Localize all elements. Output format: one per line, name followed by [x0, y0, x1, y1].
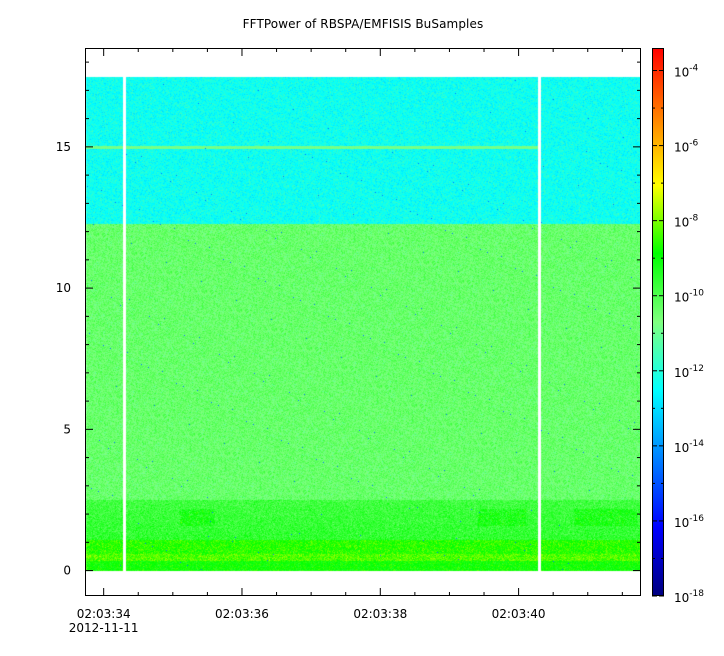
colorbar-tick-label: 10-16: [674, 514, 704, 530]
colorbar-tick-base: 10: [674, 216, 689, 230]
y-tick-label: 5: [63, 422, 71, 436]
colorbar-tick-label: 10-18: [674, 589, 704, 605]
colorbar-tick-base: 10: [674, 366, 689, 380]
colorbar-tick-exponent: -10: [689, 289, 704, 299]
chart-title: FFTPower of RBSPA/EMFISIS BuSamples: [242, 17, 484, 31]
y-tick-label: 0: [63, 564, 71, 578]
colorbar-tick-label: 10-14: [674, 439, 704, 455]
colorbar-tick-label: 10-6: [674, 139, 699, 155]
x-tick-date-label: 2012-11-11: [69, 621, 139, 635]
colorbar-tick-label: 10-10: [674, 289, 704, 305]
x-tick-label: 02:03:34: [77, 607, 131, 621]
colorbar-tick-exponent: -12: [689, 364, 704, 374]
colorbar-tick-base: 10: [674, 141, 689, 155]
colorbar-tick-label: 10-4: [674, 64, 699, 80]
x-tick-label: 02:03:36: [215, 607, 269, 621]
colorbar-frame: [652, 48, 664, 596]
colorbar-tick-exponent: -8: [689, 214, 698, 224]
colorbar-tick-exponent: -16: [689, 514, 704, 524]
colorbar-tick-base: 10: [674, 66, 689, 80]
y-tick-label: 10: [56, 281, 71, 295]
colorbar-tick-base: 10: [674, 441, 689, 455]
colorbar-tick-base: 10: [674, 516, 689, 530]
x-tick-label: 02:03:40: [492, 607, 546, 621]
colorbar-tick-exponent: -14: [689, 439, 704, 449]
x-tick-label: 02:03:38: [353, 607, 407, 621]
y-tick-label: 15: [56, 140, 71, 154]
colorbar-tick-exponent: -4: [689, 64, 698, 74]
colorbar-tick-exponent: -6: [689, 139, 698, 149]
colorbar-gradient: [652, 48, 664, 596]
colorbar-tick-base: 10: [674, 291, 689, 305]
colorbar-tick-label: 10-8: [674, 214, 699, 230]
colorbar-tick-label: 10-12: [674, 364, 704, 380]
spectrogram-plot-area: [85, 48, 641, 596]
colorbar-tick-exponent: -18: [689, 589, 704, 599]
colorbar-tick-base: 10: [674, 591, 689, 605]
plot-frame: [85, 48, 641, 596]
